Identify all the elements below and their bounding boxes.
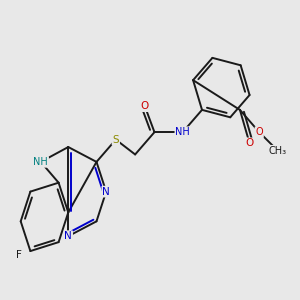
Text: N: N — [102, 187, 110, 196]
Text: CH₃: CH₃ — [269, 146, 287, 156]
Text: O: O — [141, 101, 149, 111]
Text: S: S — [112, 135, 119, 145]
Text: NH: NH — [175, 127, 190, 137]
Text: NH: NH — [33, 157, 48, 167]
Text: F: F — [16, 250, 22, 260]
Text: O: O — [255, 127, 263, 137]
Text: O: O — [245, 138, 254, 148]
Text: N: N — [64, 231, 72, 241]
